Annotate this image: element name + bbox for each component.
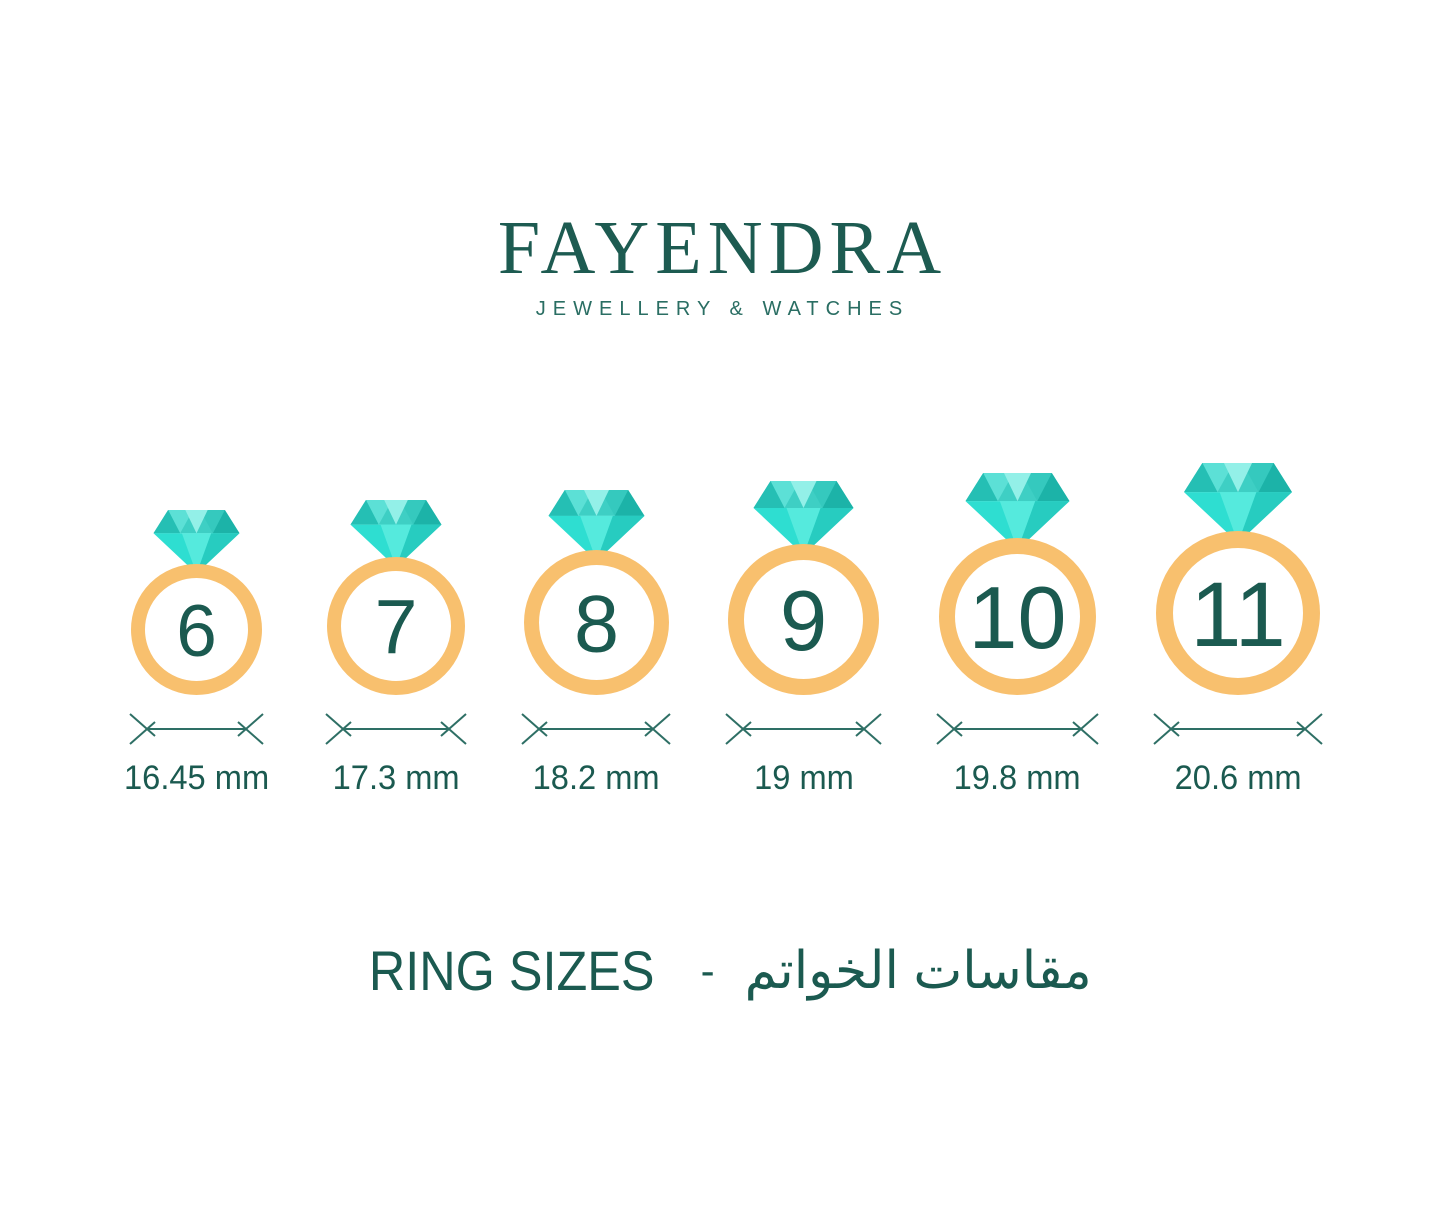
diamond-icon	[153, 510, 240, 574]
diamond-icon	[350, 500, 442, 568]
ring-illustration: 8	[523, 490, 669, 695]
ring-size-item: 10 19.8 mm	[935, 473, 1100, 798]
ring-size-number: 7	[375, 585, 418, 671]
diamond-icon	[753, 481, 854, 555]
diameter-measure-line	[325, 713, 467, 745]
ring-size-number: 8	[574, 580, 619, 670]
ring-size-chart: 6 16.45 mm 7 17.3 mm 8 18.2 mm 9 19 mm 1…	[0, 463, 1445, 798]
ring-illustration: 9	[728, 481, 880, 695]
diameter-measure-line	[521, 713, 671, 745]
diamond-icon	[965, 473, 1070, 550]
ring-size-item: 8 18.2 mm	[520, 490, 672, 798]
diameter-measure-line	[936, 713, 1099, 745]
ring-illustration: 11	[1156, 463, 1321, 695]
chart-title: RING SIZES - مقاسات الخواتم	[0, 938, 1445, 1003]
ring-size-item: 9 19 mm	[724, 481, 883, 798]
diameter-label: 19 mm	[753, 759, 854, 797]
chart-title-english: RING SIZES	[369, 939, 655, 1002]
ring-size-number: 11	[1190, 564, 1286, 666]
ring-size-item: 6 16.45 mm	[121, 510, 272, 798]
chart-title-arabic: مقاسات الخواتم	[744, 941, 1092, 1000]
diameter-label: 18.2 mm	[532, 759, 660, 797]
ring-illustration: 6	[131, 510, 262, 695]
diameter-label: 19.8 mm	[954, 759, 1082, 797]
ring-band	[728, 544, 880, 695]
diameter-measure-line	[725, 713, 882, 745]
diameter-label: 16.45 mm	[123, 759, 270, 797]
ring-band	[1156, 531, 1321, 695]
ring-size-number: 9	[780, 574, 827, 669]
brand-name: FAYENDRA	[497, 206, 948, 290]
ring-band	[131, 564, 262, 695]
ring-size-number: 6	[176, 591, 217, 672]
ring-band	[939, 538, 1097, 695]
brand-tagline: JEWELLERY & WATCHES	[535, 298, 910, 320]
ring-size-item: 7 17.3 mm	[324, 500, 468, 798]
brand-logo: FAYENDRA JEWELLERY & WATCHES	[0, 0, 1445, 321]
diameter-measure-line	[129, 713, 264, 745]
ring-illustration: 10	[939, 473, 1097, 695]
diameter-label: 17.3 mm	[332, 759, 460, 797]
ring-size-item: 11 20.6 mm	[1152, 463, 1324, 798]
diameter-measure-line	[1153, 713, 1323, 745]
ring-band	[327, 557, 466, 695]
ring-illustration: 7	[327, 500, 466, 695]
ring-band	[523, 550, 669, 695]
chart-title-separator: -	[700, 946, 715, 994]
diameter-label: 20.6 mm	[1174, 759, 1302, 797]
diamond-icon	[1184, 463, 1293, 543]
ring-size-number: 10	[969, 568, 1067, 667]
